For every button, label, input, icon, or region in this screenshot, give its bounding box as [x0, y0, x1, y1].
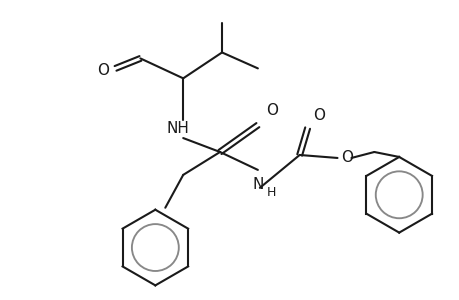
Text: O: O	[265, 103, 277, 118]
Text: H: H	[267, 186, 276, 199]
Text: NH: NH	[167, 121, 189, 136]
Text: N: N	[252, 177, 263, 192]
Text: O: O	[313, 108, 325, 123]
Text: O: O	[97, 63, 109, 78]
Text: O: O	[341, 151, 353, 166]
